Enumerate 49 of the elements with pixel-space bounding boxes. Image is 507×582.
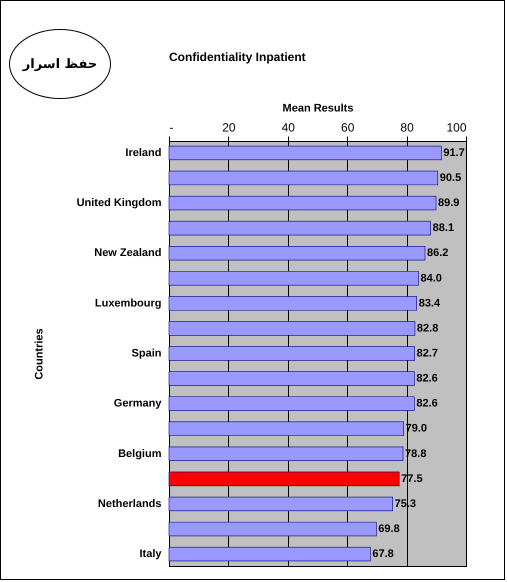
y-tick-label: Belgium xyxy=(118,448,162,460)
data-label: 88.1 xyxy=(432,222,454,234)
data-label: 83.4 xyxy=(418,297,441,310)
data-label: 69.8 xyxy=(378,523,400,536)
y-tick-label: United Kingdom xyxy=(76,197,162,210)
data-label: 82.7 xyxy=(416,348,438,360)
data-label: 89.9 xyxy=(438,197,460,210)
bar xyxy=(168,396,415,411)
bar xyxy=(168,371,415,386)
y-tick-label: Germany xyxy=(114,398,162,410)
bar xyxy=(168,422,404,436)
bar xyxy=(168,546,371,562)
x-tick-label: 100 xyxy=(446,120,467,134)
y-tick-label: Luxembourg xyxy=(94,297,162,310)
bar xyxy=(168,472,400,486)
bar xyxy=(168,296,417,311)
data-label: 91.7 xyxy=(443,146,465,159)
oval-outline: حفظ اسرار xyxy=(9,29,111,99)
x-tick-label: - xyxy=(170,120,174,134)
x-axis-title: Mean Results xyxy=(282,102,354,114)
bar xyxy=(168,246,426,260)
data-label: 82.6 xyxy=(416,398,438,410)
data-label: 90.5 xyxy=(440,172,462,184)
bar xyxy=(168,346,415,361)
bar xyxy=(168,522,377,536)
data-label: 82.8 xyxy=(416,322,438,334)
y-axis-title: Countries xyxy=(34,328,46,380)
y-tick-label: Netherlands xyxy=(98,498,162,510)
bar xyxy=(168,196,436,210)
data-label: 67.8 xyxy=(372,548,394,560)
x-tick-label: 20 xyxy=(222,120,236,134)
x-tick-label: 80 xyxy=(400,120,414,134)
bar xyxy=(168,321,416,336)
bar xyxy=(168,170,438,186)
bar xyxy=(168,446,404,461)
bar xyxy=(168,146,442,160)
chart-title: Confidentiality Inpatient xyxy=(169,50,306,64)
bar xyxy=(168,271,419,286)
data-label: 82.6 xyxy=(416,372,438,385)
y-tick-label: Italy xyxy=(139,548,162,560)
y-tick-label: Ireland xyxy=(125,146,162,159)
x-tick-label: 40 xyxy=(282,120,296,134)
data-label: 86.2 xyxy=(427,247,448,260)
y-tick-label: Spain xyxy=(132,348,162,360)
data-label: 84.0 xyxy=(420,272,442,284)
x-tick-label: 60 xyxy=(341,120,355,134)
bar xyxy=(168,220,431,236)
bar xyxy=(168,496,393,512)
y-tick-label: New Zealand xyxy=(94,247,162,260)
